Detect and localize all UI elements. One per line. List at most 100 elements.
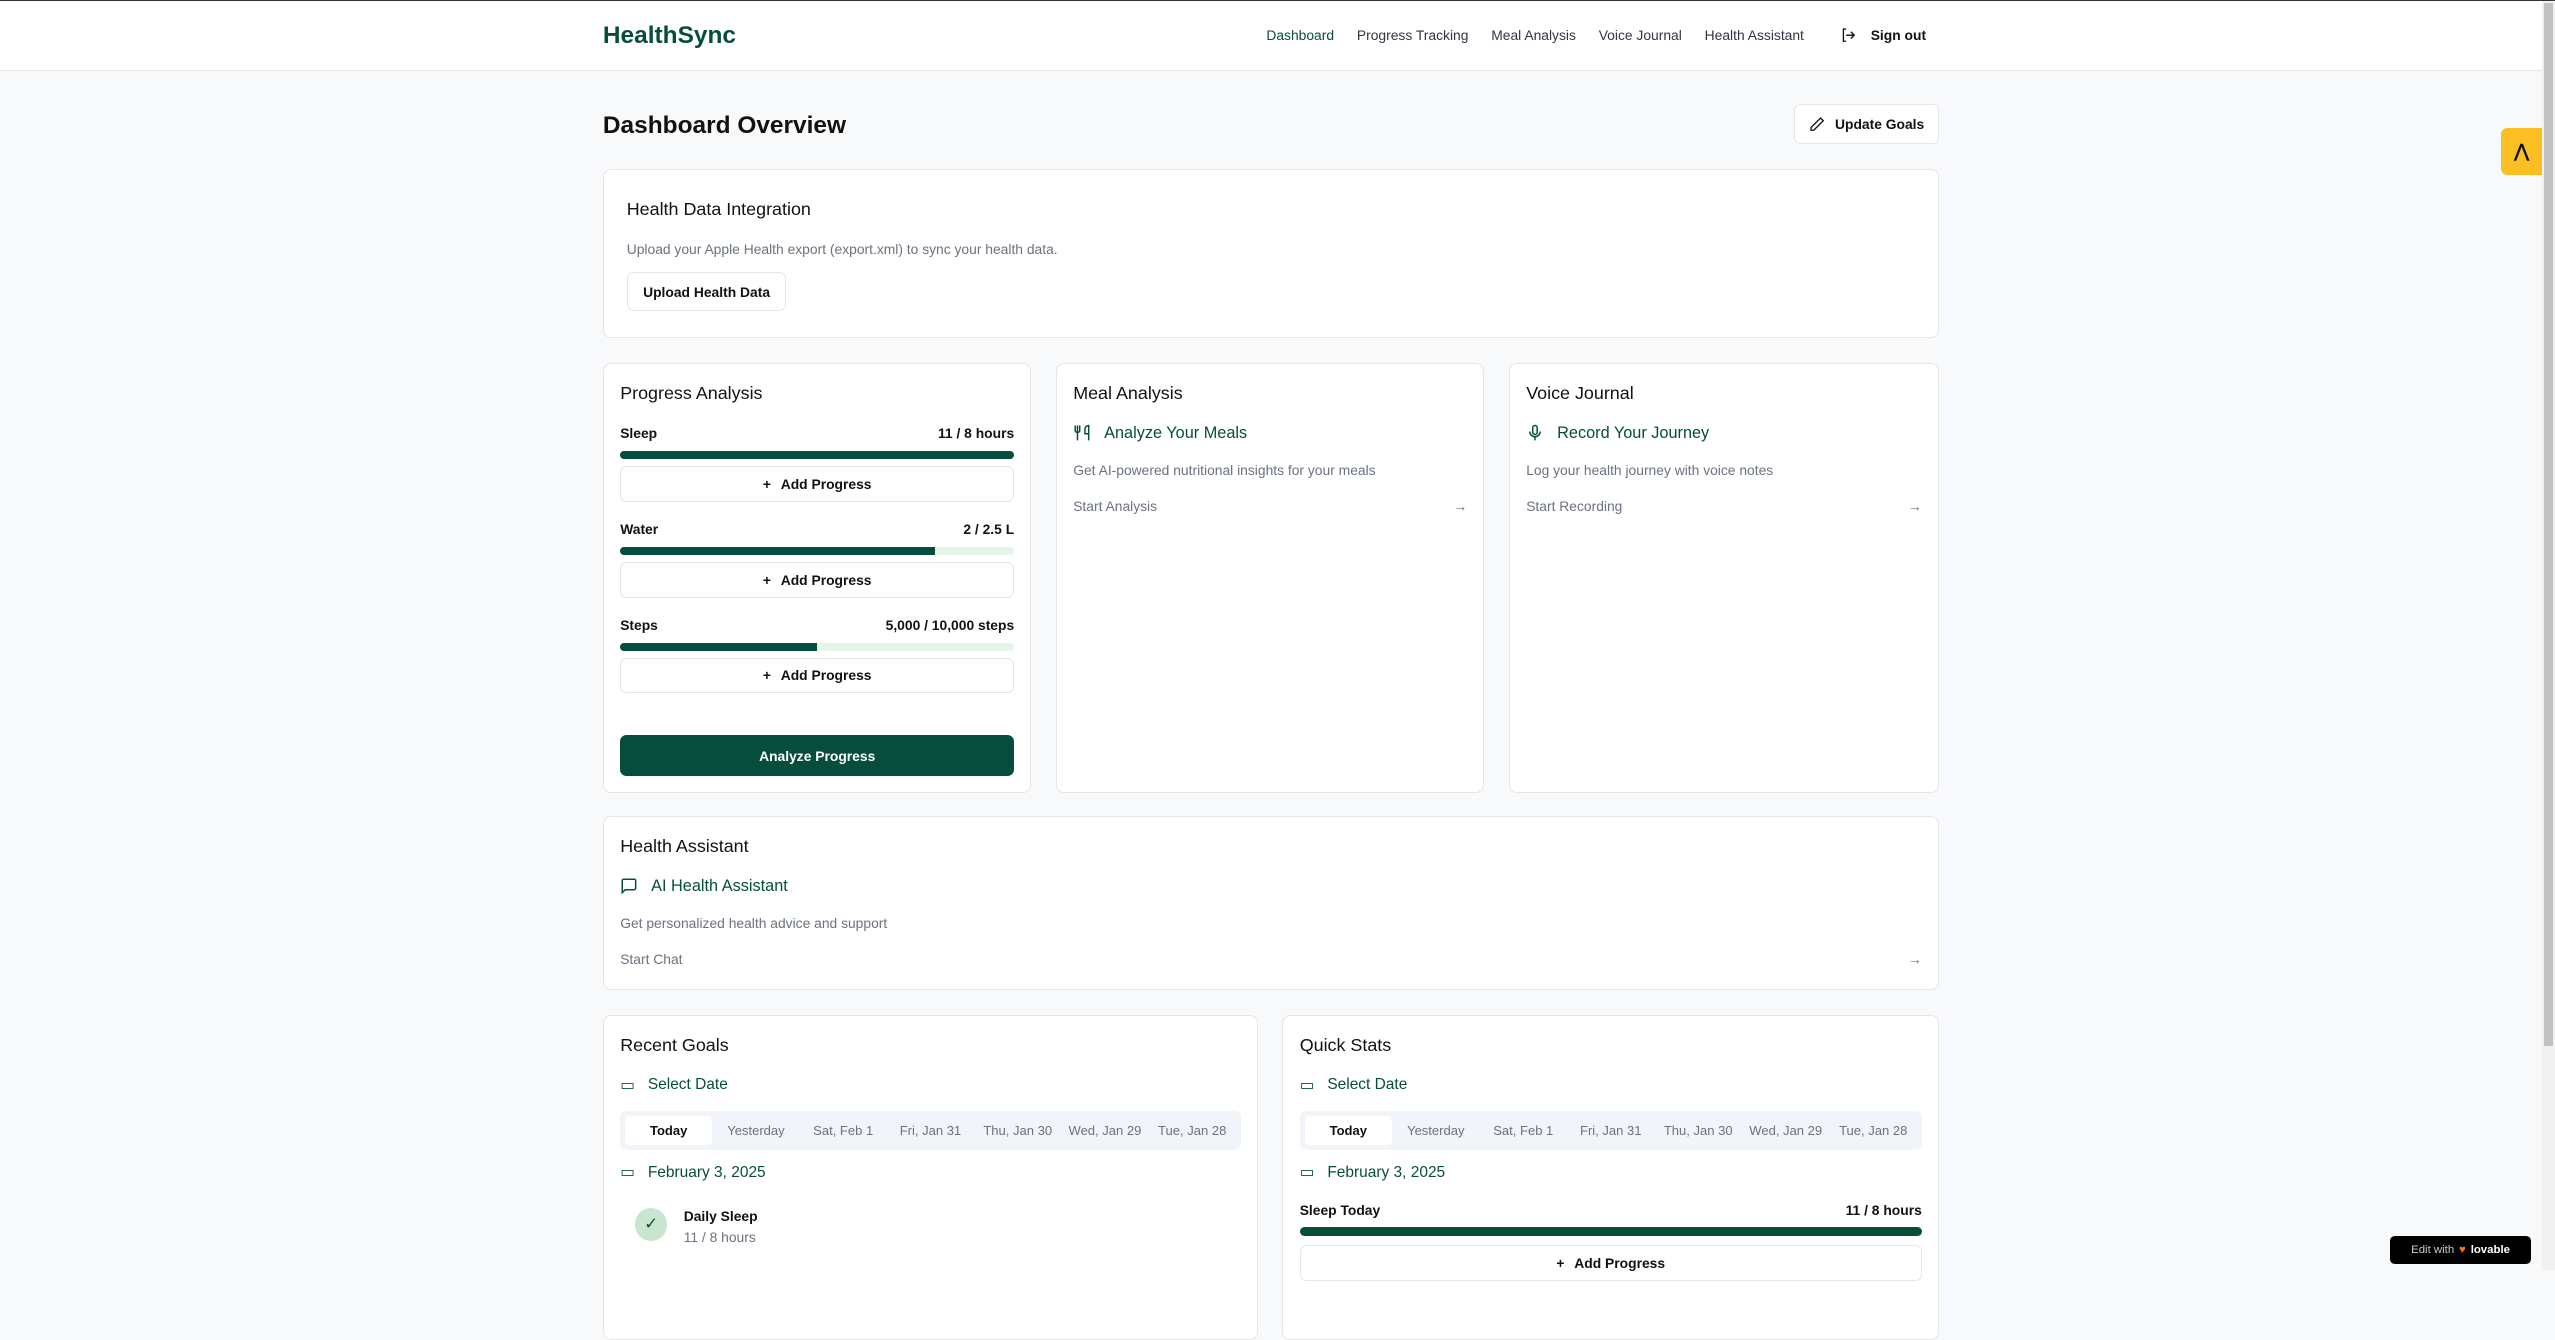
subtitle-text: Record Your Journey bbox=[1557, 423, 1710, 442]
metric-value: 2 / 2.5 L bbox=[963, 521, 1015, 538]
date-tab[interactable]: Thu, Jan 30 bbox=[983, 1122, 1053, 1138]
sign-out-button[interactable]: Sign out bbox=[1840, 27, 1926, 43]
logo[interactable]: HealthSync bbox=[602, 22, 736, 50]
progress-fill bbox=[620, 547, 936, 556]
plus-icon: + bbox=[1556, 1255, 1565, 1272]
link-label: Start Recording bbox=[1526, 497, 1623, 514]
start-recording-link[interactable]: Start Recording → bbox=[1526, 498, 1922, 514]
calendar-icon: ▭ bbox=[1299, 1076, 1315, 1094]
add-progress-label: Add Progress bbox=[780, 571, 872, 588]
health-data-integration-card: Health Data Integration Upload your Appl… bbox=[602, 168, 1940, 339]
progress-analysis-card: Progress Analysis Sleep 11 / 8 hours + Add… bbox=[602, 362, 1032, 793]
sign-out-label: Sign out bbox=[1870, 27, 1927, 44]
date-tab[interactable]: Thu, Jan 30 bbox=[1663, 1122, 1733, 1138]
date-tab[interactable]: Tue, Jan 28 bbox=[1839, 1122, 1908, 1138]
pencil-icon bbox=[1810, 116, 1825, 131]
date-tab[interactable]: Sat, Feb 1 bbox=[1493, 1122, 1554, 1138]
add-progress-button[interactable]: + Add Progress bbox=[620, 561, 1015, 598]
nav-health-assistant[interactable]: Health Assistant bbox=[1704, 27, 1804, 44]
start-chat-link[interactable]: Start Chat → bbox=[620, 951, 1922, 967]
add-progress-label: Add Progress bbox=[780, 475, 872, 492]
date-tab[interactable]: Wed, Jan 29 bbox=[1749, 1122, 1823, 1138]
date-tab[interactable]: Tue, Jan 28 bbox=[1158, 1122, 1227, 1138]
card-description: Log your health journey with voice notes bbox=[1526, 462, 1774, 479]
card-title: Recent Goals bbox=[620, 1035, 729, 1056]
card-title: Voice Journal bbox=[1526, 383, 1634, 404]
stat-value: 11 / 8 hours bbox=[1845, 1201, 1922, 1218]
sleep-today-row: Sleep Today 11 / 8 hours bbox=[1300, 1202, 1922, 1218]
update-goals-button[interactable]: Update Goals bbox=[1794, 103, 1940, 145]
date-tab[interactable]: Wed, Jan 29 bbox=[1068, 1122, 1142, 1138]
nav-meal-analysis[interactable]: Meal Analysis bbox=[1491, 27, 1576, 44]
nav-links: Dashboard Progress Tracking Meal Analysi… bbox=[1266, 27, 1926, 43]
analyze-progress-button[interactable]: Analyze Progress bbox=[620, 735, 1015, 776]
progress-row: Sleep 11 / 8 hours bbox=[620, 425, 1014, 441]
sleep-today-progress bbox=[1299, 1227, 1922, 1236]
extension-button[interactable]: ⋀ bbox=[2501, 128, 2543, 176]
update-goals-label: Update Goals bbox=[1834, 116, 1925, 133]
add-progress-label: Add Progress bbox=[1574, 1255, 1666, 1272]
badge-text: Edit with bbox=[2411, 1244, 2455, 1256]
date-tab[interactable]: Yesterday bbox=[1407, 1122, 1465, 1138]
add-progress-button[interactable]: + Add Progress bbox=[620, 465, 1015, 502]
card-description: Upload your Apple Health export (export.… bbox=[626, 241, 1058, 258]
date-tab[interactable]: Fri, Jan 31 bbox=[1580, 1122, 1642, 1138]
date-tab[interactable]: Fri, Jan 31 bbox=[899, 1122, 962, 1138]
message-icon bbox=[621, 878, 637, 895]
card-title: Meal Analysis bbox=[1073, 383, 1183, 404]
arrow-right-icon: → bbox=[1907, 497, 1922, 514]
nav-progress-tracking[interactable]: Progress Tracking bbox=[1356, 27, 1469, 44]
progress-bar bbox=[620, 451, 1015, 460]
plus-icon: + bbox=[762, 667, 771, 684]
calendar-icon: ▭ bbox=[1299, 1164, 1315, 1182]
plus-icon: + bbox=[762, 475, 771, 492]
top-nav: HealthSync Dashboard Progress Tracking M… bbox=[0, 1, 2555, 72]
select-date-text: Select Date bbox=[1327, 1076, 1408, 1094]
goal-name: Daily Sleep bbox=[683, 1208, 758, 1225]
calendar-icon: ▭ bbox=[620, 1164, 635, 1182]
selected-date: ▭ February 3, 2025 bbox=[1300, 1163, 1922, 1182]
nav-dashboard[interactable]: Dashboard bbox=[1266, 27, 1335, 44]
heart-icon: ♥ bbox=[2459, 1244, 2466, 1256]
metric-label: Sleep bbox=[620, 425, 658, 442]
card-title: Health Assistant bbox=[620, 836, 749, 857]
progress-fill bbox=[620, 642, 818, 651]
select-date-label: ▭ Select Date bbox=[620, 1076, 1240, 1095]
progress-row: Steps 5,000 / 10,000 steps bbox=[620, 617, 1014, 633]
date-tab[interactable]: Yesterday bbox=[727, 1122, 785, 1138]
health-assistant-card: Health Assistant AI Health Assistant Get… bbox=[602, 815, 1940, 991]
arrow-right-icon: → bbox=[1907, 950, 1922, 967]
scrollbar[interactable] bbox=[2542, 1, 2555, 1271]
meal-subtitle: Analyze Your Meals bbox=[1073, 424, 1467, 443]
goal-value: 11 / 8 hours bbox=[683, 1228, 756, 1245]
subtitle-text: Analyze Your Meals bbox=[1104, 423, 1248, 442]
calendar-icon: ▭ bbox=[620, 1076, 635, 1094]
voice-journal-card: Voice Journal Record Your Journey Log yo… bbox=[1508, 362, 1940, 793]
card-description: Get personalized health advice and suppo… bbox=[620, 915, 888, 932]
metric-value: 5,000 / 10,000 steps bbox=[885, 617, 1015, 634]
nav-voice-journal[interactable]: Voice Journal bbox=[1598, 27, 1682, 44]
upload-health-data-button[interactable]: Upload Health Data bbox=[626, 271, 787, 312]
start-analysis-link[interactable]: Start Analysis → bbox=[1073, 498, 1467, 514]
check-icon: ✓ bbox=[634, 1208, 668, 1241]
add-progress-button[interactable]: + Add Progress bbox=[1299, 1245, 1922, 1282]
recent-goals-card: Recent Goals ▭ Select Date Today Yesterday… bbox=[602, 1014, 1258, 1340]
progress-bar bbox=[620, 642, 1015, 651]
card-description: Get AI-powered nutritional insights for … bbox=[1073, 462, 1376, 479]
select-date-label: ▭ Select Date bbox=[1300, 1076, 1922, 1095]
card-title: Progress Analysis bbox=[620, 383, 763, 404]
add-progress-label: Add Progress bbox=[780, 667, 872, 684]
progress-item-steps: Steps 5,000 / 10,000 steps + Add Progress bbox=[620, 617, 1015, 694]
stat-label: Sleep Today bbox=[1299, 1201, 1381, 1218]
date-tab[interactable]: Today bbox=[1304, 1115, 1393, 1146]
date-tab[interactable]: Today bbox=[625, 1115, 713, 1146]
date-tab[interactable]: Sat, Feb 1 bbox=[813, 1122, 874, 1138]
lovable-badge[interactable]: Edit with ♥ lovable bbox=[2390, 1236, 2531, 1264]
metric-label: Water bbox=[620, 521, 659, 538]
progress-item-sleep: Sleep 11 / 8 hours + Add Progress bbox=[620, 425, 1015, 502]
assistant-subtitle: AI Health Assistant bbox=[620, 877, 1922, 896]
progress-row: Water 2 / 2.5 L bbox=[620, 521, 1014, 537]
badge-brand: lovable bbox=[2470, 1244, 2510, 1256]
add-progress-button[interactable]: + Add Progress bbox=[620, 657, 1015, 694]
voice-subtitle: Record Your Journey bbox=[1526, 424, 1922, 443]
